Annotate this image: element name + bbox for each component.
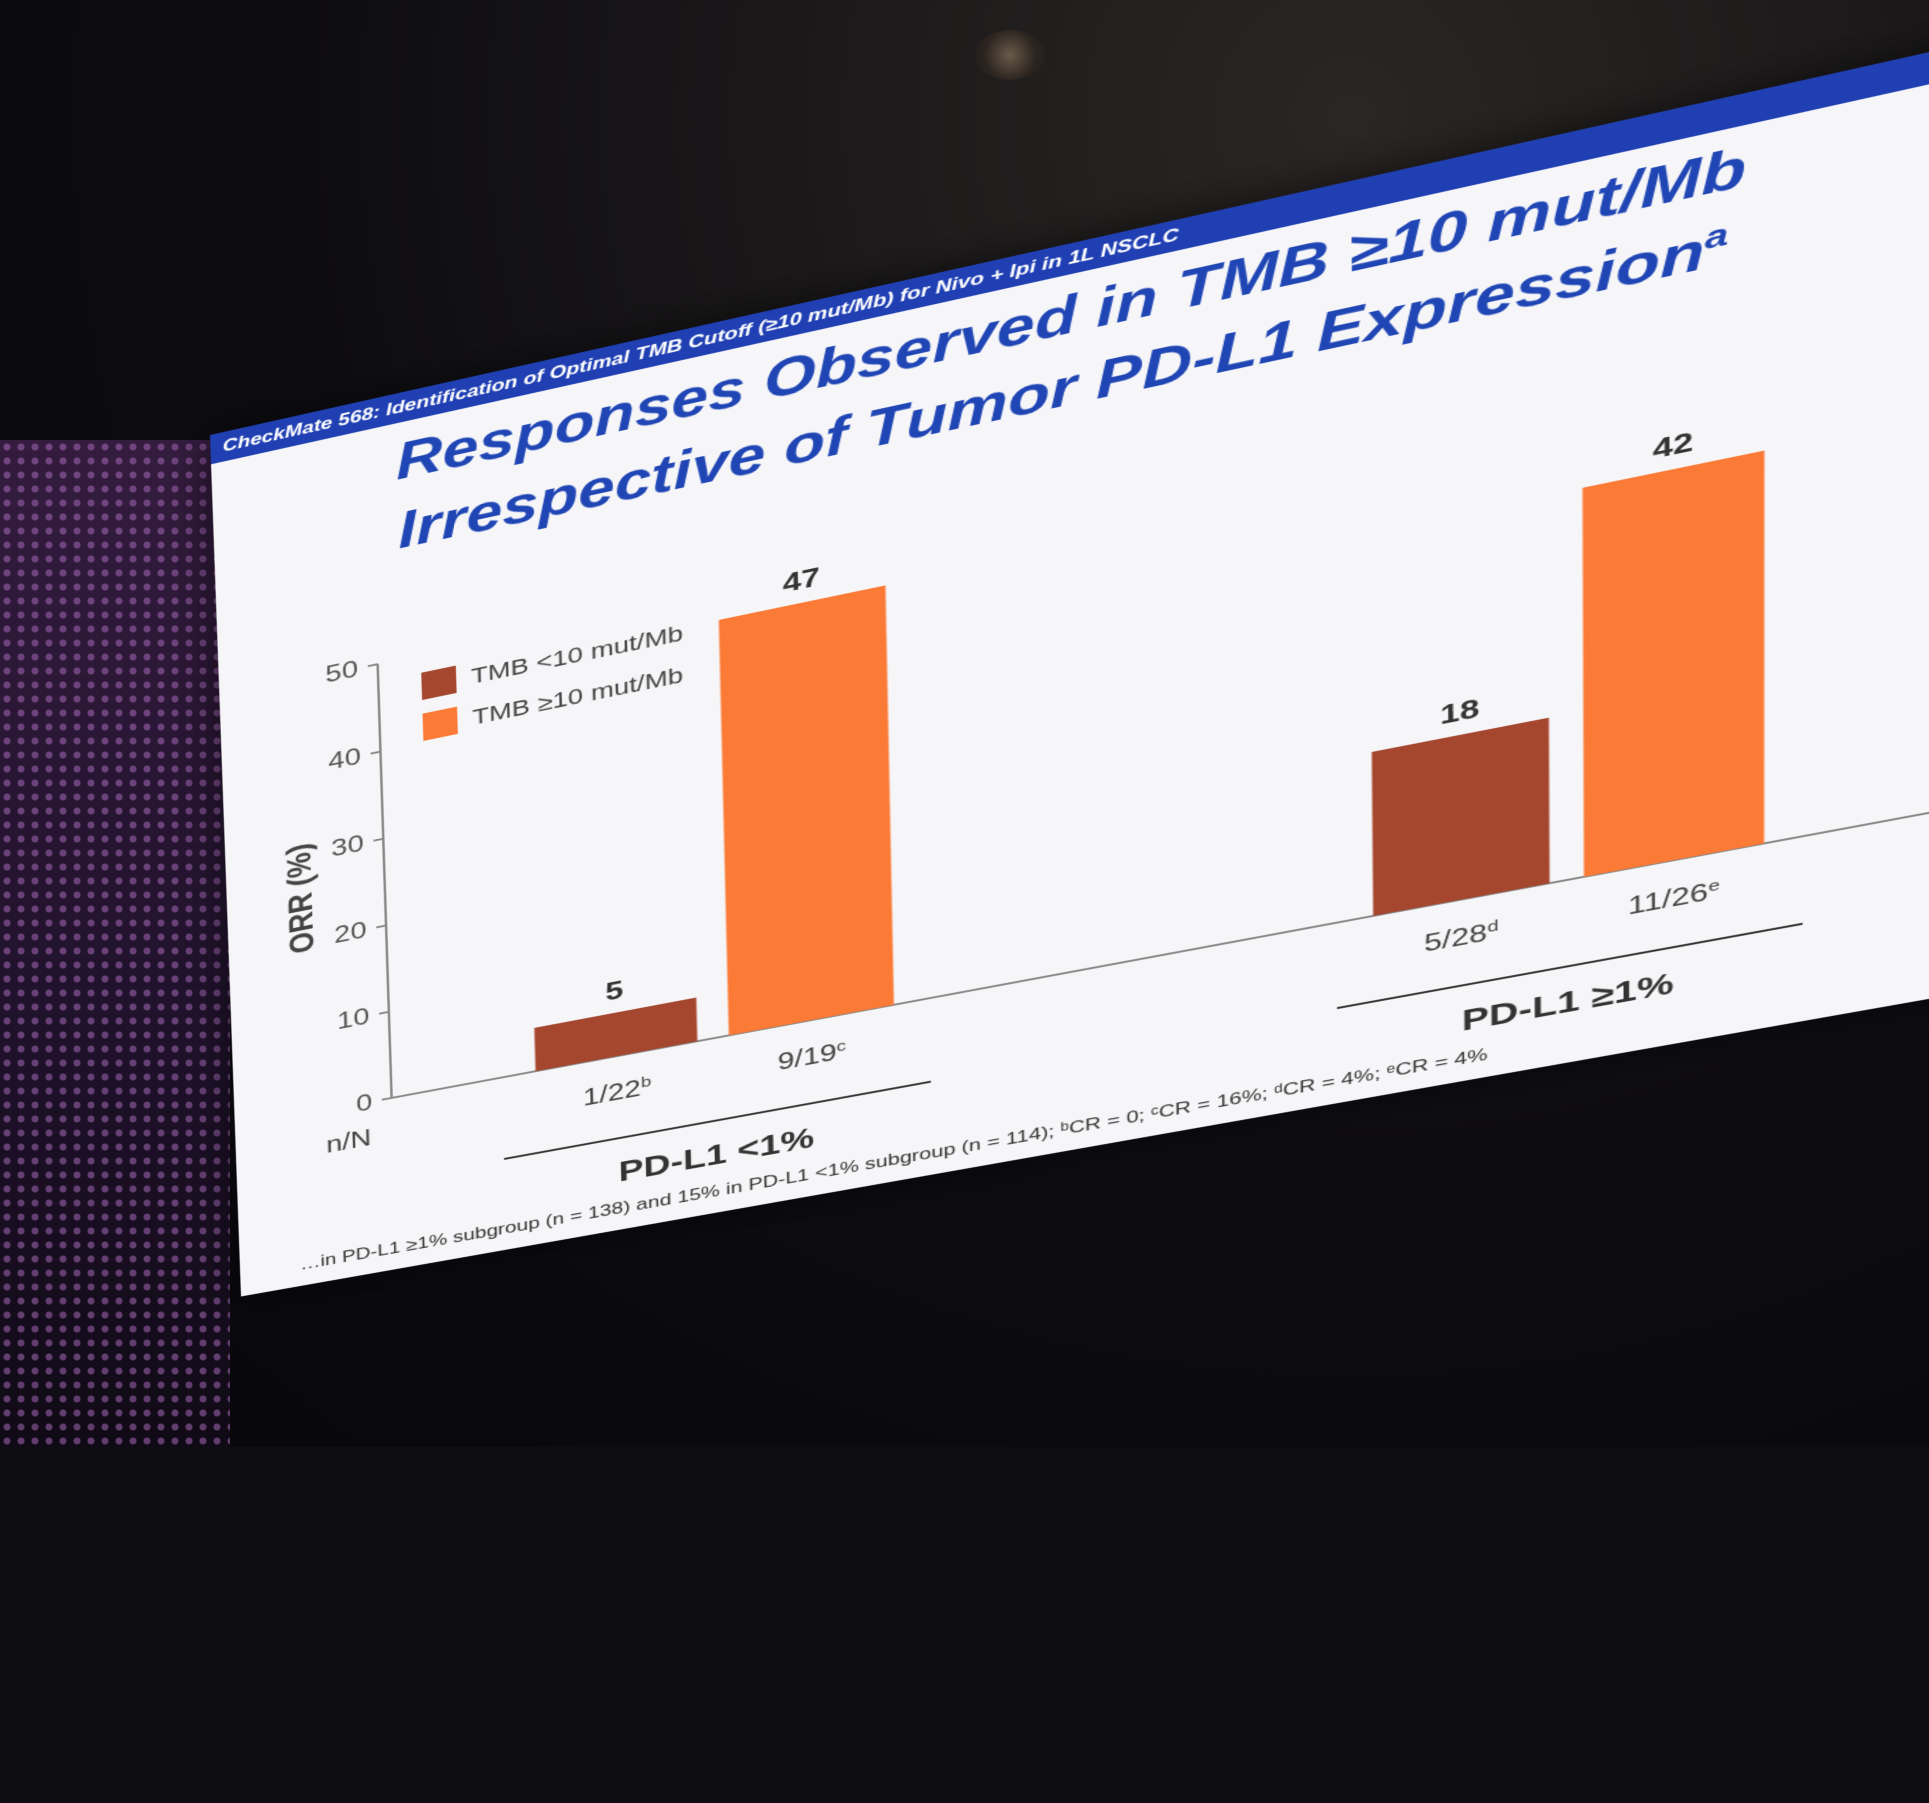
nN-label: 9/19c xyxy=(777,1036,846,1075)
y-tick-mark xyxy=(382,1098,392,1100)
nN-label: 11/26e xyxy=(1628,875,1720,920)
bar-value-label: 42 xyxy=(1653,427,1694,465)
nN-label: 5/28d xyxy=(1424,916,1499,957)
category-label: PD-L1 ≥1% xyxy=(1462,967,1674,1038)
y-tick-label: 40 xyxy=(328,743,361,776)
y-tick-mark xyxy=(371,752,381,754)
bar xyxy=(1582,451,1764,877)
y-tick-mark xyxy=(376,925,386,927)
y-tick-label: 30 xyxy=(331,830,364,862)
nN-label: 1/22b xyxy=(583,1072,652,1111)
bar xyxy=(1372,718,1550,916)
nN-superscript: e xyxy=(1708,875,1720,895)
legend-swatch xyxy=(423,707,458,741)
y-axis-line xyxy=(378,664,392,1098)
nN-superscript: d xyxy=(1487,916,1498,935)
bar xyxy=(534,997,697,1071)
bar-value-label: 18 xyxy=(1440,694,1480,731)
y-tick-label: 10 xyxy=(337,1003,370,1035)
nN-row-label: n/N xyxy=(326,1124,372,1158)
bar-value-label: 47 xyxy=(782,563,820,599)
y-tick-label: 20 xyxy=(334,916,367,948)
y-tick-mark xyxy=(379,1012,389,1014)
y-tick-label: 0 xyxy=(356,1089,373,1118)
y-tick-mark xyxy=(373,839,383,841)
y-axis-label: ORR (%) xyxy=(280,840,322,956)
y-tick-label: 50 xyxy=(325,655,358,688)
ceiling-light xyxy=(975,30,1045,80)
nN-superscript: b xyxy=(641,1072,652,1090)
bar xyxy=(719,585,894,1035)
nN-superscript: c xyxy=(836,1036,846,1054)
y-tick-mark xyxy=(368,664,378,666)
led-wall xyxy=(0,440,230,1447)
legend-swatch xyxy=(421,666,456,700)
bar-value-label: 5 xyxy=(605,976,624,1007)
